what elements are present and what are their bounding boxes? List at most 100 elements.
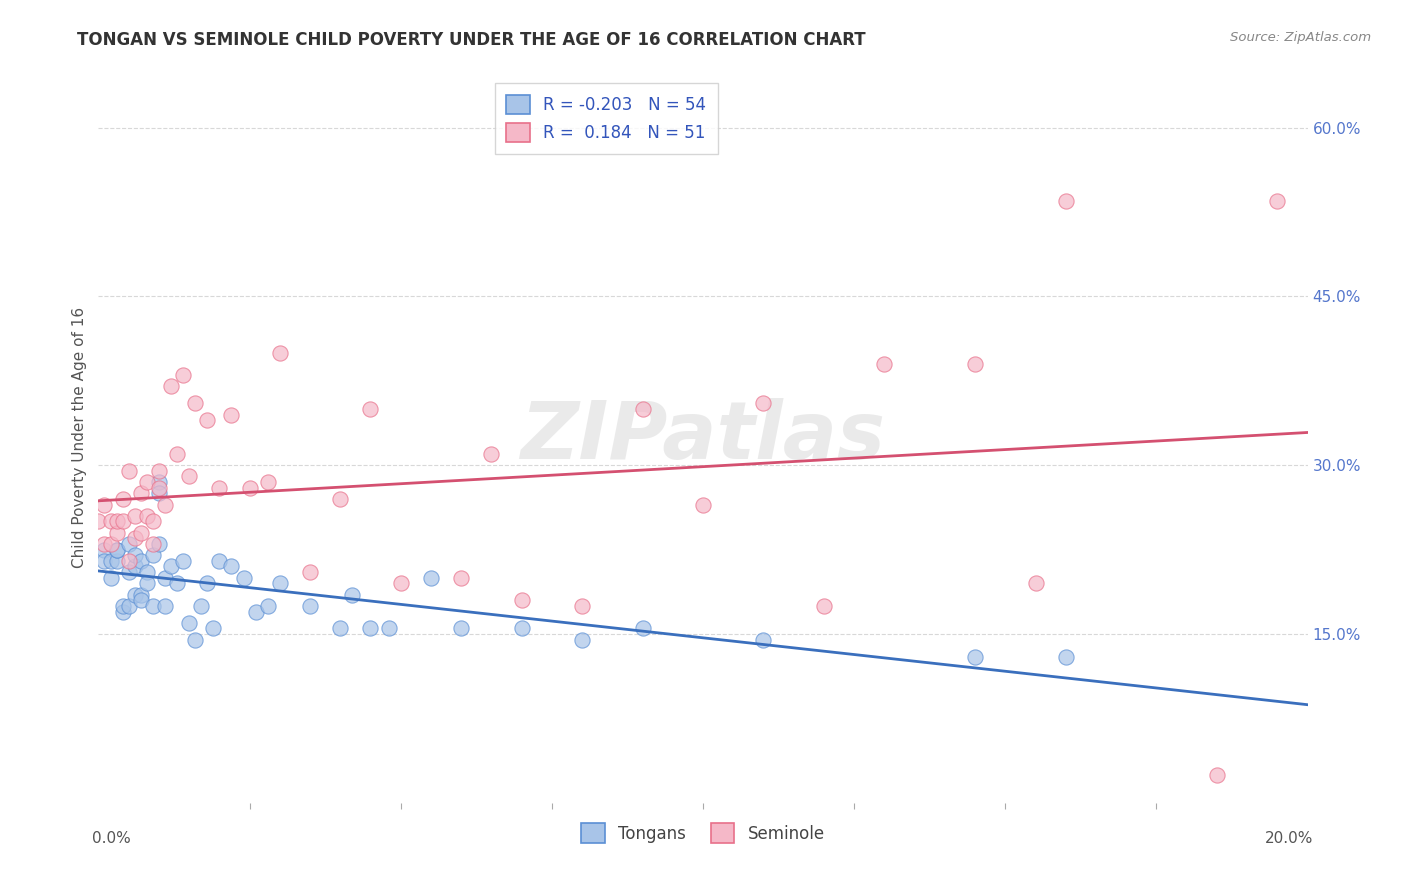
- Point: [118, 537, 141, 551]
- Text: 20.0%: 20.0%: [1265, 831, 1313, 846]
- Point: [239, 481, 262, 495]
- Point: [208, 481, 231, 495]
- Point: [135, 508, 157, 523]
- Point: [179, 469, 201, 483]
- Y-axis label: Child Poverty Under the Age of 16: Child Poverty Under the Age of 16: [72, 307, 87, 567]
- Point: [148, 537, 170, 551]
- Text: Source: ZipAtlas.com: Source: ZipAtlas.com: [1230, 31, 1371, 45]
- Point: [124, 532, 146, 546]
- Point: [135, 565, 157, 579]
- Point: [105, 542, 128, 557]
- Point: [631, 401, 654, 416]
- Point: [148, 481, 170, 495]
- Point: [752, 632, 775, 647]
- Point: [148, 475, 170, 489]
- Point: [93, 542, 115, 557]
- Point: [135, 576, 157, 591]
- Point: [360, 401, 382, 416]
- Text: TONGAN VS SEMINOLE CHILD POVERTY UNDER THE AGE OF 16 CORRELATION CHART: TONGAN VS SEMINOLE CHILD POVERTY UNDER T…: [77, 31, 866, 49]
- Point: [118, 565, 141, 579]
- Point: [221, 559, 243, 574]
- Point: [124, 508, 146, 523]
- Point: [813, 599, 835, 613]
- Point: [142, 548, 165, 562]
- Point: [179, 615, 201, 630]
- Point: [105, 542, 128, 557]
- Point: [420, 571, 443, 585]
- Point: [142, 515, 165, 529]
- Point: [1024, 576, 1046, 591]
- Point: [111, 599, 134, 613]
- Point: [142, 537, 165, 551]
- Point: [184, 396, 207, 410]
- Point: [129, 593, 152, 607]
- Point: [256, 599, 278, 613]
- Point: [160, 559, 183, 574]
- Point: [571, 599, 593, 613]
- Point: [172, 554, 194, 568]
- Point: [631, 621, 654, 635]
- Point: [129, 588, 152, 602]
- Point: [481, 447, 503, 461]
- Point: [111, 515, 134, 529]
- Point: [190, 599, 212, 613]
- Point: [111, 605, 134, 619]
- Point: [299, 599, 322, 613]
- Point: [195, 413, 218, 427]
- Point: [93, 498, 115, 512]
- Point: [329, 621, 352, 635]
- Point: [1267, 194, 1289, 208]
- Point: [965, 357, 987, 371]
- Point: [100, 537, 122, 551]
- Point: [166, 576, 188, 591]
- Point: [965, 649, 987, 664]
- Point: [232, 571, 254, 585]
- Point: [208, 554, 231, 568]
- Point: [100, 571, 122, 585]
- Point: [202, 621, 225, 635]
- Point: [1054, 649, 1077, 664]
- Point: [299, 565, 322, 579]
- Point: [1054, 194, 1077, 208]
- Point: [873, 357, 896, 371]
- Point: [124, 548, 146, 562]
- Point: [100, 554, 122, 568]
- Point: [129, 525, 152, 540]
- Point: [450, 621, 472, 635]
- Point: [342, 588, 364, 602]
- Point: [135, 475, 157, 489]
- Point: [93, 537, 115, 551]
- Point: [93, 554, 115, 568]
- Point: [153, 498, 176, 512]
- Text: ZIPatlas: ZIPatlas: [520, 398, 886, 476]
- Point: [153, 571, 176, 585]
- Point: [100, 515, 122, 529]
- Point: [148, 486, 170, 500]
- Legend: Tongans, Seminole: Tongans, Seminole: [575, 817, 831, 849]
- Point: [105, 515, 128, 529]
- Point: [692, 498, 714, 512]
- Point: [118, 599, 141, 613]
- Point: [1206, 767, 1229, 781]
- Point: [329, 491, 352, 506]
- Point: [377, 621, 399, 635]
- Point: [269, 576, 291, 591]
- Point: [269, 345, 291, 359]
- Text: 0.0%: 0.0%: [93, 831, 131, 846]
- Point: [256, 475, 278, 489]
- Point: [389, 576, 412, 591]
- Point: [221, 408, 243, 422]
- Point: [124, 588, 146, 602]
- Point: [105, 554, 128, 568]
- Point: [118, 464, 141, 478]
- Point: [571, 632, 593, 647]
- Point: [129, 554, 152, 568]
- Point: [195, 576, 218, 591]
- Point: [124, 559, 146, 574]
- Point: [166, 447, 188, 461]
- Point: [153, 599, 176, 613]
- Point: [510, 621, 533, 635]
- Point: [142, 599, 165, 613]
- Point: [172, 368, 194, 383]
- Point: [105, 525, 128, 540]
